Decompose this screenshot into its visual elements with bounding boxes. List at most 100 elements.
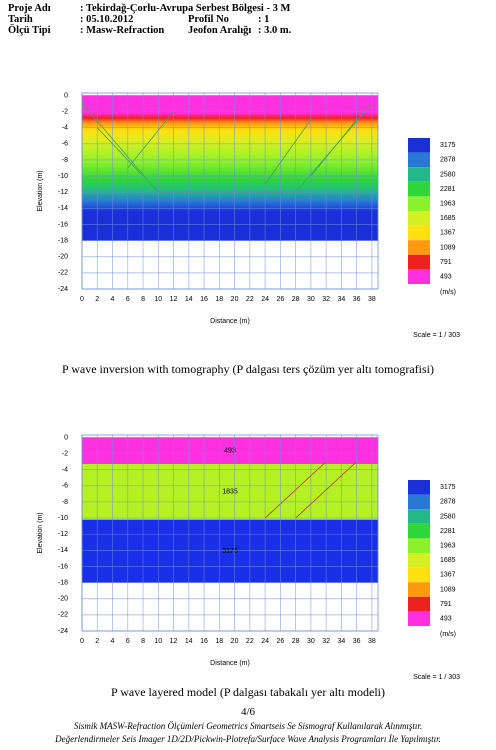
- legend-swatch: [408, 254, 430, 270]
- y-tick-label: -16: [58, 563, 68, 570]
- legend-label: 1367: [440, 230, 456, 237]
- x-tick-label: 6: [126, 638, 130, 645]
- header-field: : Tekirdağ-Çorlu-Avrupa Serbest Bölgesi …: [80, 3, 291, 14]
- x-tick-label: 14: [185, 296, 193, 303]
- legend-swatch: [408, 225, 430, 241]
- header-field: Profil No: [188, 14, 229, 25]
- header-field: Ölçü Tipi: [8, 25, 51, 36]
- layer-label: 3176: [222, 548, 238, 555]
- legend-label: 1963: [440, 201, 456, 208]
- legend-swatch: [408, 269, 430, 284]
- plot-frame: [81, 92, 379, 290]
- legend-label: 2878: [440, 157, 456, 164]
- x-tick-label: 30: [307, 638, 315, 645]
- y-tick-label: -18: [58, 237, 68, 244]
- x-tick-label: 10: [154, 296, 162, 303]
- legend-swatch: [408, 240, 430, 255]
- y-tick-label: -6: [62, 141, 68, 148]
- header-field: Proje Adı: [8, 3, 51, 14]
- x-tick-label: 38: [368, 296, 376, 303]
- chart: 493 1835 3176 0 -2 -4 -6 -8 -10 -12 -14 -16 -18 -20 -2…: [37, 434, 460, 681]
- y-tick-label: -22: [58, 612, 68, 619]
- y-tick-label: -16: [58, 221, 68, 228]
- legend-unit: (m/s): [440, 289, 456, 296]
- y-tick-label: -12: [58, 531, 68, 538]
- x-tick-label: 28: [292, 296, 300, 303]
- scale-note: Scale = 1 / 303: [413, 332, 460, 339]
- x-axis-label: Distance (m): [210, 318, 250, 325]
- page-number: 4/6: [240, 706, 256, 718]
- legend-swatch: [408, 196, 430, 211]
- y-tick-label: -22: [58, 270, 68, 277]
- x-tick-label: 32: [322, 296, 330, 303]
- x-tick-label: 2: [95, 638, 99, 645]
- y-tick-label: -20: [58, 254, 68, 261]
- ray-path: [310, 119, 357, 177]
- x-tick-label: 24: [261, 296, 269, 303]
- y-tick-label: -10: [58, 173, 68, 180]
- legend-label: 1685: [440, 557, 456, 564]
- tomography-image: [82, 95, 378, 241]
- x-tick-label: 20: [231, 638, 239, 645]
- x-tick-label: 10: [154, 638, 162, 645]
- legend-swatch: [408, 523, 430, 539]
- x-tick-label: 6: [126, 296, 130, 303]
- x-tick-label: 22: [246, 296, 254, 303]
- y-tick-label: -10: [58, 515, 68, 522]
- header-field: Jeofon Aralığı: [188, 25, 252, 36]
- legend-label: 3175: [440, 142, 456, 149]
- x-tick-label: 12: [170, 296, 178, 303]
- header-field: : 05.10.2012: [80, 14, 134, 25]
- legend-label: 493: [440, 274, 452, 281]
- legend-swatch: [408, 509, 430, 524]
- layer: [82, 464, 378, 520]
- caption: P wave inversion with tomography (P dalg…: [61, 362, 435, 376]
- y-tick-label: -12: [58, 189, 68, 196]
- legend-label: 2281: [440, 186, 456, 193]
- legend-swatch: [408, 538, 430, 553]
- x-tick-label: 20: [231, 296, 239, 303]
- x-tick-label: 4: [111, 638, 115, 645]
- legend-label: 2281: [440, 528, 456, 535]
- ray-path: [96, 127, 144, 177]
- y-tick-label: -2: [62, 450, 68, 457]
- legend-label: 493: [440, 616, 452, 623]
- ray-path: [264, 119, 312, 185]
- y-tick-label: -4: [62, 467, 68, 474]
- plot-frame: [81, 434, 379, 632]
- legend-label: 1089: [440, 244, 456, 251]
- legend-swatch: [408, 494, 430, 510]
- layer-label: 493: [224, 448, 236, 455]
- x-tick-label: 16: [200, 296, 208, 303]
- x-tick-label: 26: [276, 638, 284, 645]
- legend-label: 1685: [440, 215, 456, 222]
- y-tick-label: -2: [62, 108, 68, 115]
- x-tick-label: 18: [215, 638, 223, 645]
- legend-label: 1089: [440, 586, 456, 593]
- legend-swatch: [408, 167, 430, 182]
- x-tick-label: 36: [353, 638, 361, 645]
- y-tick-label: -14: [58, 205, 68, 212]
- legend-label: 3175: [440, 484, 456, 491]
- y-axis-label: Elevation (m): [37, 170, 44, 211]
- y-tick-label: -18: [58, 579, 68, 586]
- legend-label: 1367: [440, 572, 456, 579]
- header-field: Tarih: [8, 14, 33, 25]
- x-tick-label: 0: [80, 638, 84, 645]
- y-tick-label: -20: [58, 596, 68, 603]
- legend-swatch: [408, 567, 430, 583]
- y-tick-label: -24: [58, 628, 68, 635]
- legend-swatch: [408, 611, 430, 626]
- x-tick-label: 26: [276, 296, 284, 303]
- legend-label: 2580: [440, 171, 456, 178]
- x-tick-label: 0: [80, 296, 84, 303]
- y-tick-label: -4: [62, 125, 68, 132]
- legend-swatch: [408, 596, 430, 612]
- scale-note: Scale = 1 / 303: [413, 674, 460, 681]
- footer-line: Değerlendirmeler Seis Imager 1D/2D/Pickw…: [55, 734, 441, 744]
- y-tick-label: -14: [58, 547, 68, 554]
- x-tick-label: 34: [337, 296, 345, 303]
- legend-label: 2580: [440, 513, 456, 520]
- footer-line: Sismik MASW-Refraction Ölçümleri Geometr…: [73, 721, 423, 731]
